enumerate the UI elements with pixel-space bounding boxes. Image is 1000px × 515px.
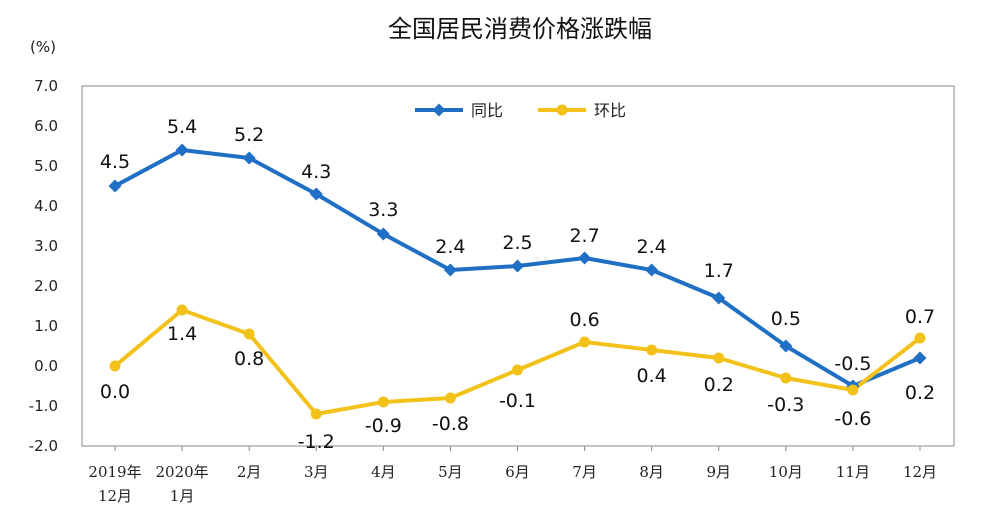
data-label: 0.2 [905, 382, 935, 404]
data-point [646, 344, 658, 356]
data-label: 0.5 [771, 308, 801, 330]
x-tick-label: 2019年 [88, 463, 141, 481]
data-point [913, 351, 927, 365]
legend-swatch-marker [556, 104, 568, 116]
x-tick-label: 11月 [836, 463, 870, 481]
data-label: 2.4 [637, 236, 667, 258]
x-tick-label: 6月 [505, 463, 530, 481]
data-label: 0.7 [905, 306, 935, 328]
data-point [377, 396, 389, 408]
data-label: -0.5 [834, 353, 871, 375]
data-label: -0.9 [365, 415, 402, 437]
data-point [779, 339, 793, 353]
y-tick-label: 6.0 [34, 117, 58, 135]
y-tick-label: -1.0 [29, 397, 58, 415]
y-tick-label: 4.0 [34, 197, 58, 215]
data-point [242, 151, 256, 165]
x-tick-label: 4月 [371, 463, 396, 481]
data-labels: 4.5 5.4 5.2 4.3 3.3 2.4 2.5 2.7 2.4 1.7 0.5 -0.5 0.2… [100, 116, 935, 453]
data-point [511, 259, 524, 273]
data-point [175, 143, 189, 157]
data-point [712, 291, 726, 305]
data-point [108, 179, 122, 193]
y-tick-label: 3.0 [34, 237, 58, 255]
data-point [376, 227, 390, 241]
data-point [243, 328, 255, 340]
data-label: 1.4 [167, 323, 197, 345]
data-label: 0.6 [569, 309, 599, 331]
data-label: -0.6 [834, 408, 871, 430]
data-label: 4.3 [301, 161, 331, 183]
data-point [713, 352, 725, 364]
y-axis: 7.0 6.0 5.0 4.0 3.0 2.0 1.0 0.0 -1.0 -2.0 [29, 77, 58, 455]
data-point [645, 263, 659, 277]
data-point [780, 372, 792, 384]
x-axis: 2019年 12月 2020年 1月 2月 3月 4月 5月 6月 7月 8月 9月 10月 11月 12月 [88, 446, 937, 505]
data-label: 0.4 [637, 365, 667, 387]
x-tick-label: 2020年 [155, 463, 208, 481]
data-label: -0.3 [767, 394, 804, 416]
data-label: 2.5 [502, 232, 532, 254]
series-layer [108, 143, 927, 420]
chart-title: 全国居民消费价格涨跌幅 [388, 15, 652, 43]
data-label: 3.3 [368, 199, 398, 221]
data-label: -0.1 [499, 390, 536, 412]
data-point [176, 304, 188, 316]
x-tick-label: 5月 [438, 463, 463, 481]
data-label: 0.8 [234, 348, 264, 370]
data-label: 0.0 [100, 381, 130, 403]
x-tick-label: 12月 [98, 487, 132, 505]
legend-label: 环比 [594, 101, 626, 120]
data-label: -1.2 [298, 431, 335, 453]
legend-swatch-marker [432, 103, 446, 117]
data-point [309, 187, 323, 201]
data-label: 0.2 [704, 374, 734, 396]
data-point [444, 392, 456, 404]
x-tick-label: 9月 [706, 463, 731, 481]
data-point [512, 364, 523, 376]
x-tick-label: 10月 [769, 463, 803, 481]
y-tick-label: -2.0 [29, 437, 58, 455]
data-label: -0.8 [432, 413, 469, 435]
data-point [579, 336, 591, 348]
x-tick-label: 8月 [639, 463, 664, 481]
y-tick-label: 7.0 [34, 77, 58, 95]
legend-label: 同比 [471, 101, 503, 120]
data-label: 1.7 [704, 260, 734, 282]
data-label: 4.5 [100, 151, 130, 173]
x-tick-label: 7月 [572, 463, 597, 481]
x-tick-label: 3月 [304, 463, 329, 481]
y-tick-label: 1.0 [34, 317, 58, 335]
data-label: 5.4 [167, 116, 197, 138]
data-point [310, 408, 322, 420]
legend: 同比 环比 [415, 101, 626, 120]
y-tick-label: 0.0 [34, 357, 58, 375]
data-point [578, 251, 592, 265]
data-label: 2.4 [435, 236, 465, 258]
data-point [443, 263, 457, 277]
x-tick-label: 1月 [170, 487, 195, 505]
data-point [914, 332, 926, 344]
data-point [847, 384, 859, 396]
data-label: 2.7 [569, 225, 599, 247]
x-tick-label: 12月 [903, 463, 937, 481]
y-unit-label: (%) [30, 38, 56, 56]
y-tick-label: 5.0 [34, 157, 58, 175]
y-tick-label: 2.0 [34, 277, 58, 295]
x-tick-label: 2月 [237, 463, 262, 481]
data-label: 5.2 [234, 124, 264, 146]
data-point [109, 360, 121, 372]
